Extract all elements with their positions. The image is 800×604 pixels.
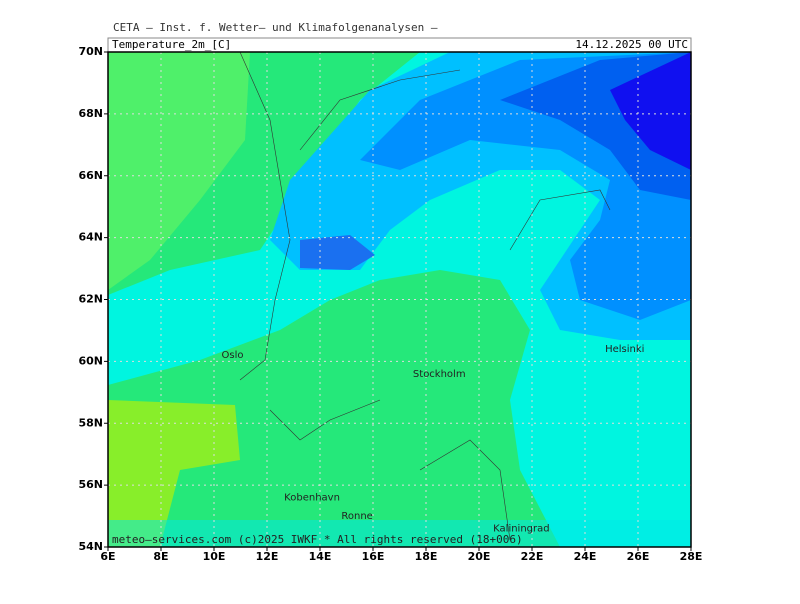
field-name: Temperature_2m_[C] [112,38,231,51]
lat-tick-label: 70N [78,45,103,58]
lon-tick-label: 24E [574,550,597,563]
lat-tick-label: 56N [78,478,103,491]
field-zone [300,235,375,270]
coastline [239,52,611,541]
field-zone [108,400,240,547]
city-label: Stockholm [413,369,466,380]
city-label: Kobenhavn [284,493,340,504]
field-zone [108,52,250,290]
lon-tick-label: 6E [100,550,115,563]
lat-tick-label: 58N [78,416,103,429]
lat-tick-label: 66N [78,169,103,182]
city-label: Ronne [341,511,372,522]
lat-tick-label: 64N [78,231,103,244]
institute: CETA — Inst. f. Wetter— und Klimafolgena… [113,21,438,34]
city-label: Helsinki [605,344,644,355]
temperature-field [108,52,691,547]
lat-tick-label: 68N [78,107,103,120]
field-zone [610,52,691,170]
footer: meteo—services.com (c)2025 IWKF * All ri… [112,533,523,546]
lon-tick-label: 8E [153,550,168,563]
lon-tick-label: 28E [680,550,703,563]
lon-tick-label: 14E [309,550,332,563]
lat-tick-label: 60N [78,354,103,367]
city-label: Kaliningrad [493,523,549,534]
lon-tick-label: 16E [362,550,385,563]
lon-tick-label: 26E [627,550,650,563]
lon-tick-label: 18E [415,550,438,563]
field-zone [108,520,691,547]
field-zone [108,52,691,547]
lon-tick-label: 10E [203,550,226,563]
lon-tick-label: 22E [521,550,544,563]
lat-tick-label: 62N [78,293,103,306]
lon-tick-label: 20E [468,550,491,563]
city-label: Oslo [222,350,244,361]
lat-tick-label: 54N [78,540,103,553]
lon-tick-label: 12E [256,550,279,563]
datetime: 14.12.2025 00 UTC [575,38,688,51]
